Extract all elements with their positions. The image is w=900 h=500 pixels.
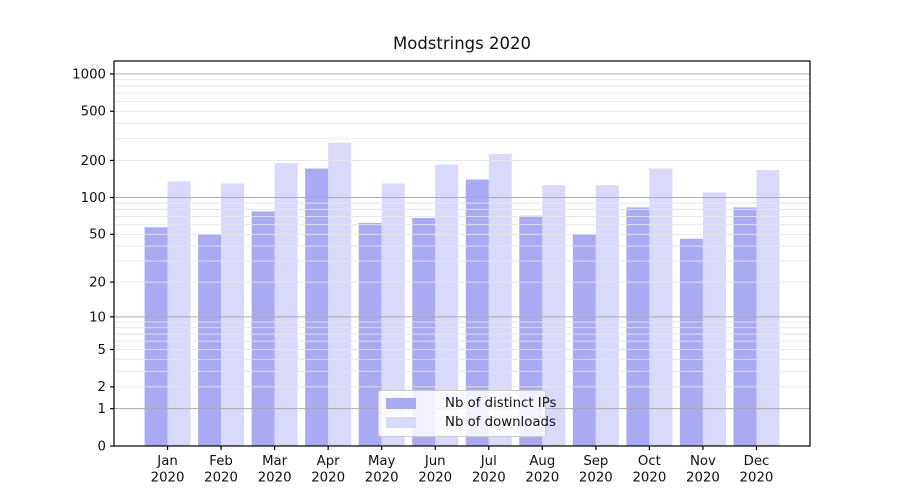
x-tick-label-year: 2020 [311,471,345,486]
bar-downloads-feb [221,183,245,446]
x-tick-label-month: Sep [583,454,608,469]
y-tick-label: 2 [98,380,106,395]
x-tick-label-month: Feb [209,454,233,469]
legend-item-downloads: Nb of downloads [386,415,556,430]
legend: Nb of distinct IPs Nb of downloads [378,390,556,437]
y-tick-label: 100 [81,191,106,206]
bar-downloads-sep [595,185,619,446]
x-tick-label-month: Apr [317,454,341,469]
x-tick-label-year: 2020 [472,471,506,486]
x-tick-label-month: Nov [690,454,716,469]
legend-swatch-downloads [386,417,416,428]
bar-downloads-dec [756,170,780,446]
x-tick-label-year: 2020 [525,471,559,486]
bar-downloads-apr [328,142,352,447]
bar-distinct-ips-feb [198,234,222,446]
bar-downloads-aug [542,185,566,446]
bar-downloads-mar [274,163,298,446]
bar-downloads-jun [435,164,459,447]
bar-distinct-ips-aug [519,215,543,446]
legend-item-distinct-ips: Nb of distinct IPs [386,396,556,411]
legend-swatch-distinct-ips [386,398,416,409]
x-tick-label-year: 2020 [204,471,238,486]
chart-title: Modstrings 2020 [392,34,531,53]
y-tick-label: 10 [89,310,106,325]
bar-distinct-ips-oct [626,207,650,446]
x-tick-label-year: 2020 [579,471,613,486]
y-tick-label: 1000 [72,67,106,82]
x-tick-label-month: Oct [638,454,661,469]
plot-border [113,60,811,447]
bar-downloads-may [381,183,405,446]
x-tick-label-year: 2020 [258,471,292,486]
bar-distinct-ips-jun [412,218,436,446]
y-tick-label: 200 [81,154,106,169]
x-tick-label-month: Jan [156,454,178,469]
bar-distinct-ips-dec [733,207,757,446]
x-tick-label-month: Aug [529,454,555,469]
bar-distinct-ips-mar [251,211,275,446]
x-tick-label-month: Jun [424,454,446,469]
x-tick-label-year: 2020 [418,471,452,486]
x-tick-label-year: 2020 [365,471,399,486]
x-tick-label-year: 2020 [686,471,720,486]
y-tick-label: 50 [89,228,106,243]
bar-distinct-ips-apr [305,168,329,446]
x-tick-label-year: 2020 [151,471,185,486]
bar-distinct-ips-nov [679,238,703,446]
y-tick-label: 20 [89,275,106,290]
y-tick-label: 0 [98,439,106,454]
bar-downloads-jul [488,153,512,446]
bar-downloads-jan [167,181,191,447]
x-tick-label-year: 2020 [740,471,774,486]
x-tick-label-month: Jul [480,454,497,469]
y-tick-label: 500 [81,105,106,120]
bar-distinct-ips-sep [572,234,596,446]
legend-label-distinct-ips: Nb of distinct IPs [445,396,557,411]
x-tick-label-month: Dec [744,454,770,469]
bar-downloads-oct [649,168,673,446]
bar-downloads-nov [702,192,726,446]
bar-distinct-ips-jan [144,227,168,446]
x-tick-label-month: May [368,454,396,469]
legend-label-downloads: Nb of downloads [445,415,556,430]
x-tick-label-month: Mar [262,454,288,469]
y-tick-label: 5 [98,343,106,358]
x-tick-label-year: 2020 [632,471,666,486]
y-tick-label: 1 [98,402,106,417]
